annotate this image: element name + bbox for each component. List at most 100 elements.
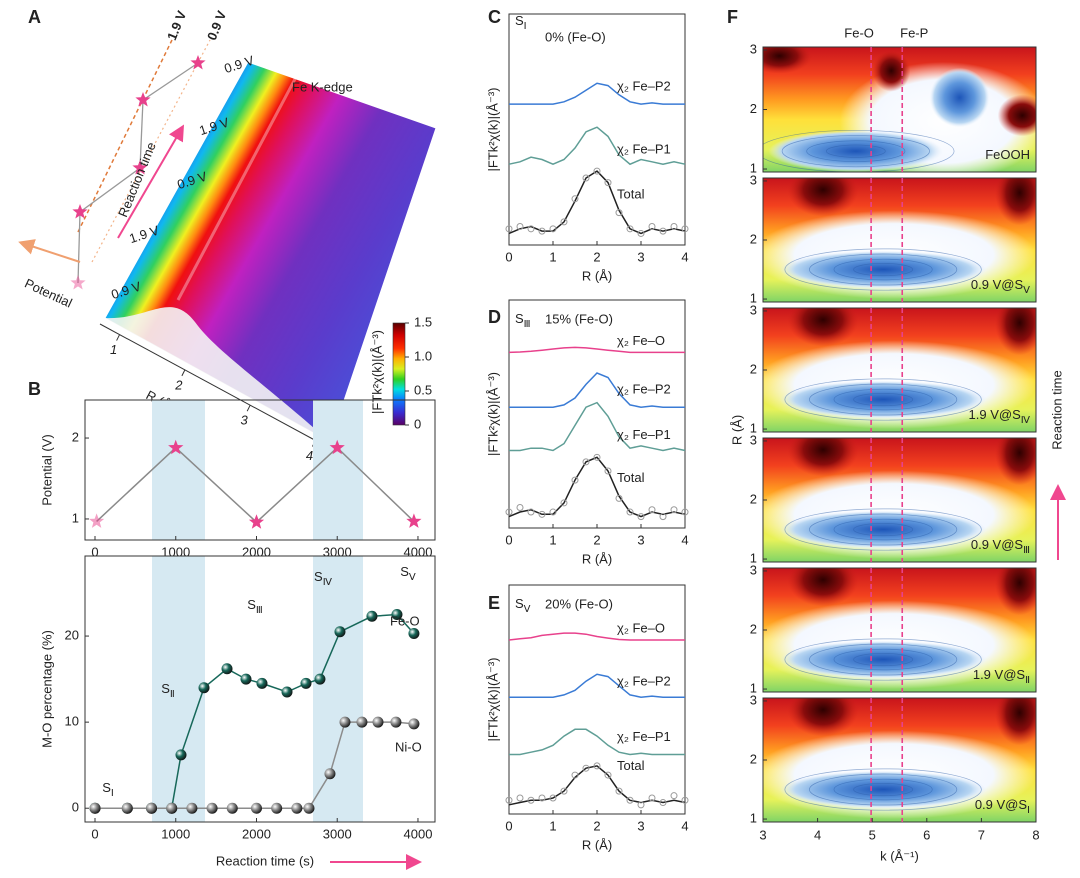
point-marker	[659, 513, 667, 521]
panel-caption-sub: Ⅴ	[1023, 285, 1030, 296]
contour-region	[779, 380, 987, 419]
point-marker	[505, 508, 513, 516]
point-marker	[571, 771, 579, 779]
x-tick-label: 1000	[161, 826, 190, 841]
panel-caption: FeOOH	[985, 147, 1030, 162]
sphere-marker	[324, 768, 336, 780]
contour-region	[997, 94, 1036, 137]
x-axis-label: R (Å)	[582, 268, 612, 283]
x-tick-label: 4	[681, 249, 688, 264]
star-marker	[329, 439, 345, 455]
contour-region	[763, 47, 813, 74]
series-line	[96, 446, 415, 524]
point-marker	[516, 794, 524, 802]
sphere-marker	[334, 626, 346, 638]
x-tick-label: 0	[91, 544, 98, 559]
contour-map	[763, 698, 1036, 822]
x-tick-label: 3	[637, 532, 644, 547]
point-marker	[593, 167, 601, 175]
contour-region	[787, 178, 859, 217]
panel-label: B	[28, 379, 41, 399]
contour-line	[833, 258, 933, 281]
y-axis-label: Potential (V)	[39, 434, 54, 506]
contour-line	[781, 135, 930, 168]
series-label: χ₂ Fe–P2	[617, 674, 671, 689]
sphere-marker	[240, 673, 252, 685]
sphere-marker	[391, 609, 403, 621]
y-tick-label: 3	[750, 172, 757, 187]
point-marker	[604, 771, 612, 779]
y-tick-label: 2	[750, 231, 757, 246]
panel-caption: 0.9 V@SⅤ	[971, 277, 1030, 295]
series-line	[508, 765, 686, 806]
star	[135, 92, 151, 107]
contour-region	[779, 250, 987, 289]
contour-line	[833, 648, 933, 671]
point-marker	[527, 796, 535, 804]
sphere-marker	[146, 802, 158, 814]
plot-frame	[84, 399, 436, 541]
sphere-marker	[198, 682, 210, 694]
contour-line	[833, 388, 933, 411]
series-label: Total	[617, 758, 645, 773]
state-annotation: SⅢ	[247, 597, 263, 615]
panel-label: D	[488, 307, 501, 327]
point-marker	[549, 508, 557, 516]
x-tick-label: 5	[869, 827, 876, 842]
x-tick-label: 4	[814, 827, 821, 842]
series-label: χ₂ Fe–P2	[617, 79, 671, 94]
contour-map	[763, 568, 1036, 692]
colorbar-tick-label: 1.0	[414, 348, 432, 363]
y-tick-label: 2	[750, 361, 757, 376]
contour-line	[833, 518, 933, 541]
star-marker	[168, 439, 184, 455]
panel-label: F	[727, 7, 738, 27]
x-tick-label: 3000	[323, 826, 352, 841]
point-marker	[615, 787, 623, 795]
series-label: χ₂ Fe–P1	[617, 427, 671, 442]
sphere-marker	[303, 802, 315, 814]
plot-frame	[508, 584, 686, 815]
point-marker	[582, 764, 590, 772]
star	[72, 204, 88, 219]
contour-line	[809, 773, 958, 806]
point-marker	[626, 796, 634, 804]
state-annotation: SⅠ	[102, 780, 114, 798]
y-tick-label: 1	[750, 680, 757, 695]
sphere-marker	[250, 802, 262, 814]
colorbar-tick-label: 1.5	[414, 314, 432, 329]
x-tick-label: 3	[241, 413, 249, 428]
contour-region	[872, 49, 911, 92]
state-label-main: S	[515, 13, 524, 28]
subtitle: 20% (Fe-O)	[545, 596, 613, 611]
contour-line	[825, 144, 886, 158]
star	[70, 275, 86, 290]
point-marker	[538, 794, 546, 802]
star-marker	[248, 514, 265, 529]
x-tick-label: 4	[681, 532, 688, 547]
y-tick-label: 2	[750, 491, 757, 506]
y-tick-label: 2	[72, 429, 79, 444]
potential-label: 0.9 V	[204, 8, 229, 42]
surface	[104, 61, 437, 443]
shaded-band	[313, 556, 363, 822]
point-marker	[615, 209, 623, 217]
series-line	[509, 82, 685, 105]
star-marker	[89, 513, 105, 528]
sphere-marker	[408, 627, 420, 639]
point-marker	[659, 799, 667, 807]
state-annotation: SⅤ	[400, 564, 416, 582]
series-line	[508, 456, 686, 518]
contour-line	[784, 248, 982, 291]
contour-line	[809, 383, 958, 416]
state-annotation-sub: Ⅳ	[323, 577, 333, 588]
point-marker	[626, 225, 634, 233]
y-tick-label: 2	[750, 621, 757, 636]
point-marker	[593, 453, 601, 461]
colorbar-tick-label: 0	[414, 416, 421, 431]
colorbar	[392, 322, 406, 426]
point-marker	[604, 179, 612, 187]
contour-map	[763, 308, 1036, 432]
contour-line	[784, 768, 982, 811]
contour-line	[809, 513, 958, 546]
